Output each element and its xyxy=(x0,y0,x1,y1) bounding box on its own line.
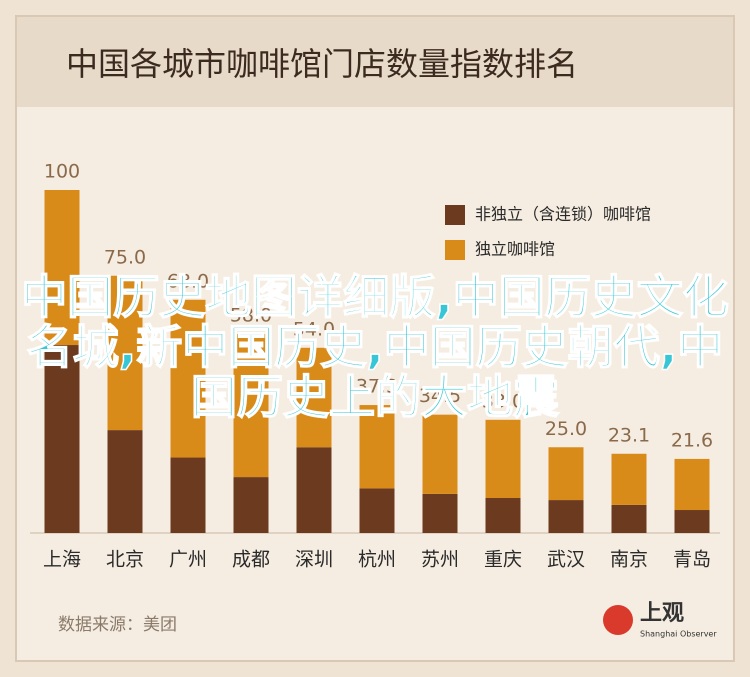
bar-segment xyxy=(107,275,143,431)
bar-segment xyxy=(170,299,206,458)
x-tick-label: 重庆 xyxy=(484,549,522,571)
bar-segment xyxy=(485,419,521,499)
total-label: 54.0 xyxy=(293,318,335,340)
bar-segment xyxy=(611,504,647,533)
bar-segment xyxy=(233,334,269,478)
logo-subtitle: Shanghai Observer xyxy=(640,630,717,639)
bar-segment xyxy=(107,430,143,533)
x-tick-label: 广州 xyxy=(169,549,207,571)
total-label: 34.5 xyxy=(419,385,461,407)
x-tick-label: 北京 xyxy=(106,549,144,571)
bar-segment xyxy=(611,453,647,505)
total-label: 23.1 xyxy=(608,424,650,446)
bar-segment xyxy=(674,458,710,511)
bar-segment xyxy=(485,498,521,533)
logo-name: 上观 xyxy=(640,601,684,626)
bar-segment xyxy=(359,405,395,489)
total-label: 21.6 xyxy=(671,429,713,451)
bar-segment xyxy=(548,447,584,501)
total-label: 33.0 xyxy=(482,390,524,412)
bar-segment xyxy=(44,190,80,346)
total-label: 58.0 xyxy=(230,305,272,327)
legend-label: 非独立（含连锁）咖啡馆 xyxy=(475,205,651,224)
bar-segment xyxy=(296,447,332,533)
bar-segment xyxy=(44,345,80,533)
total-label: 68.0 xyxy=(167,270,209,292)
x-tick-label: 武汉 xyxy=(547,549,585,571)
bar-segment xyxy=(422,414,458,494)
legend-swatch xyxy=(445,240,465,260)
x-tick-label: 成都 xyxy=(232,549,270,571)
bar-segment xyxy=(422,493,458,533)
overlay-text: 中国历史地图详细版,中国历史文化名城,新中国历史,中国历史朝代,中国历史上的大地… xyxy=(21,270,730,424)
bar-segment xyxy=(548,500,584,533)
x-tick-label: 青岛 xyxy=(673,549,711,571)
source: 数据来源：美团 xyxy=(58,615,177,635)
total-label: 75.0 xyxy=(104,246,146,268)
bar-segment xyxy=(359,488,395,533)
total-label: 100 xyxy=(44,161,80,183)
total-label: 25.0 xyxy=(545,418,587,440)
header-band xyxy=(17,17,733,107)
bar-segment xyxy=(233,477,269,533)
x-tick-label: 深圳 xyxy=(295,549,333,571)
x-tick-label: 南京 xyxy=(610,549,648,571)
legend-label: 独立咖啡馆 xyxy=(475,240,555,259)
chart-title: 中国各城市咖啡馆门店数量指数排名 xyxy=(66,45,578,83)
total-label: 37.3 xyxy=(356,376,398,398)
x-tick-label: 苏州 xyxy=(421,549,459,571)
bar-segment xyxy=(170,457,206,533)
x-tick-label: 杭州 xyxy=(358,549,396,571)
bar-segment xyxy=(296,347,332,448)
x-tick-label: 上海 xyxy=(43,549,81,571)
legend-swatch xyxy=(445,205,465,225)
bar-segment xyxy=(674,510,710,533)
logo-icon xyxy=(603,605,633,635)
